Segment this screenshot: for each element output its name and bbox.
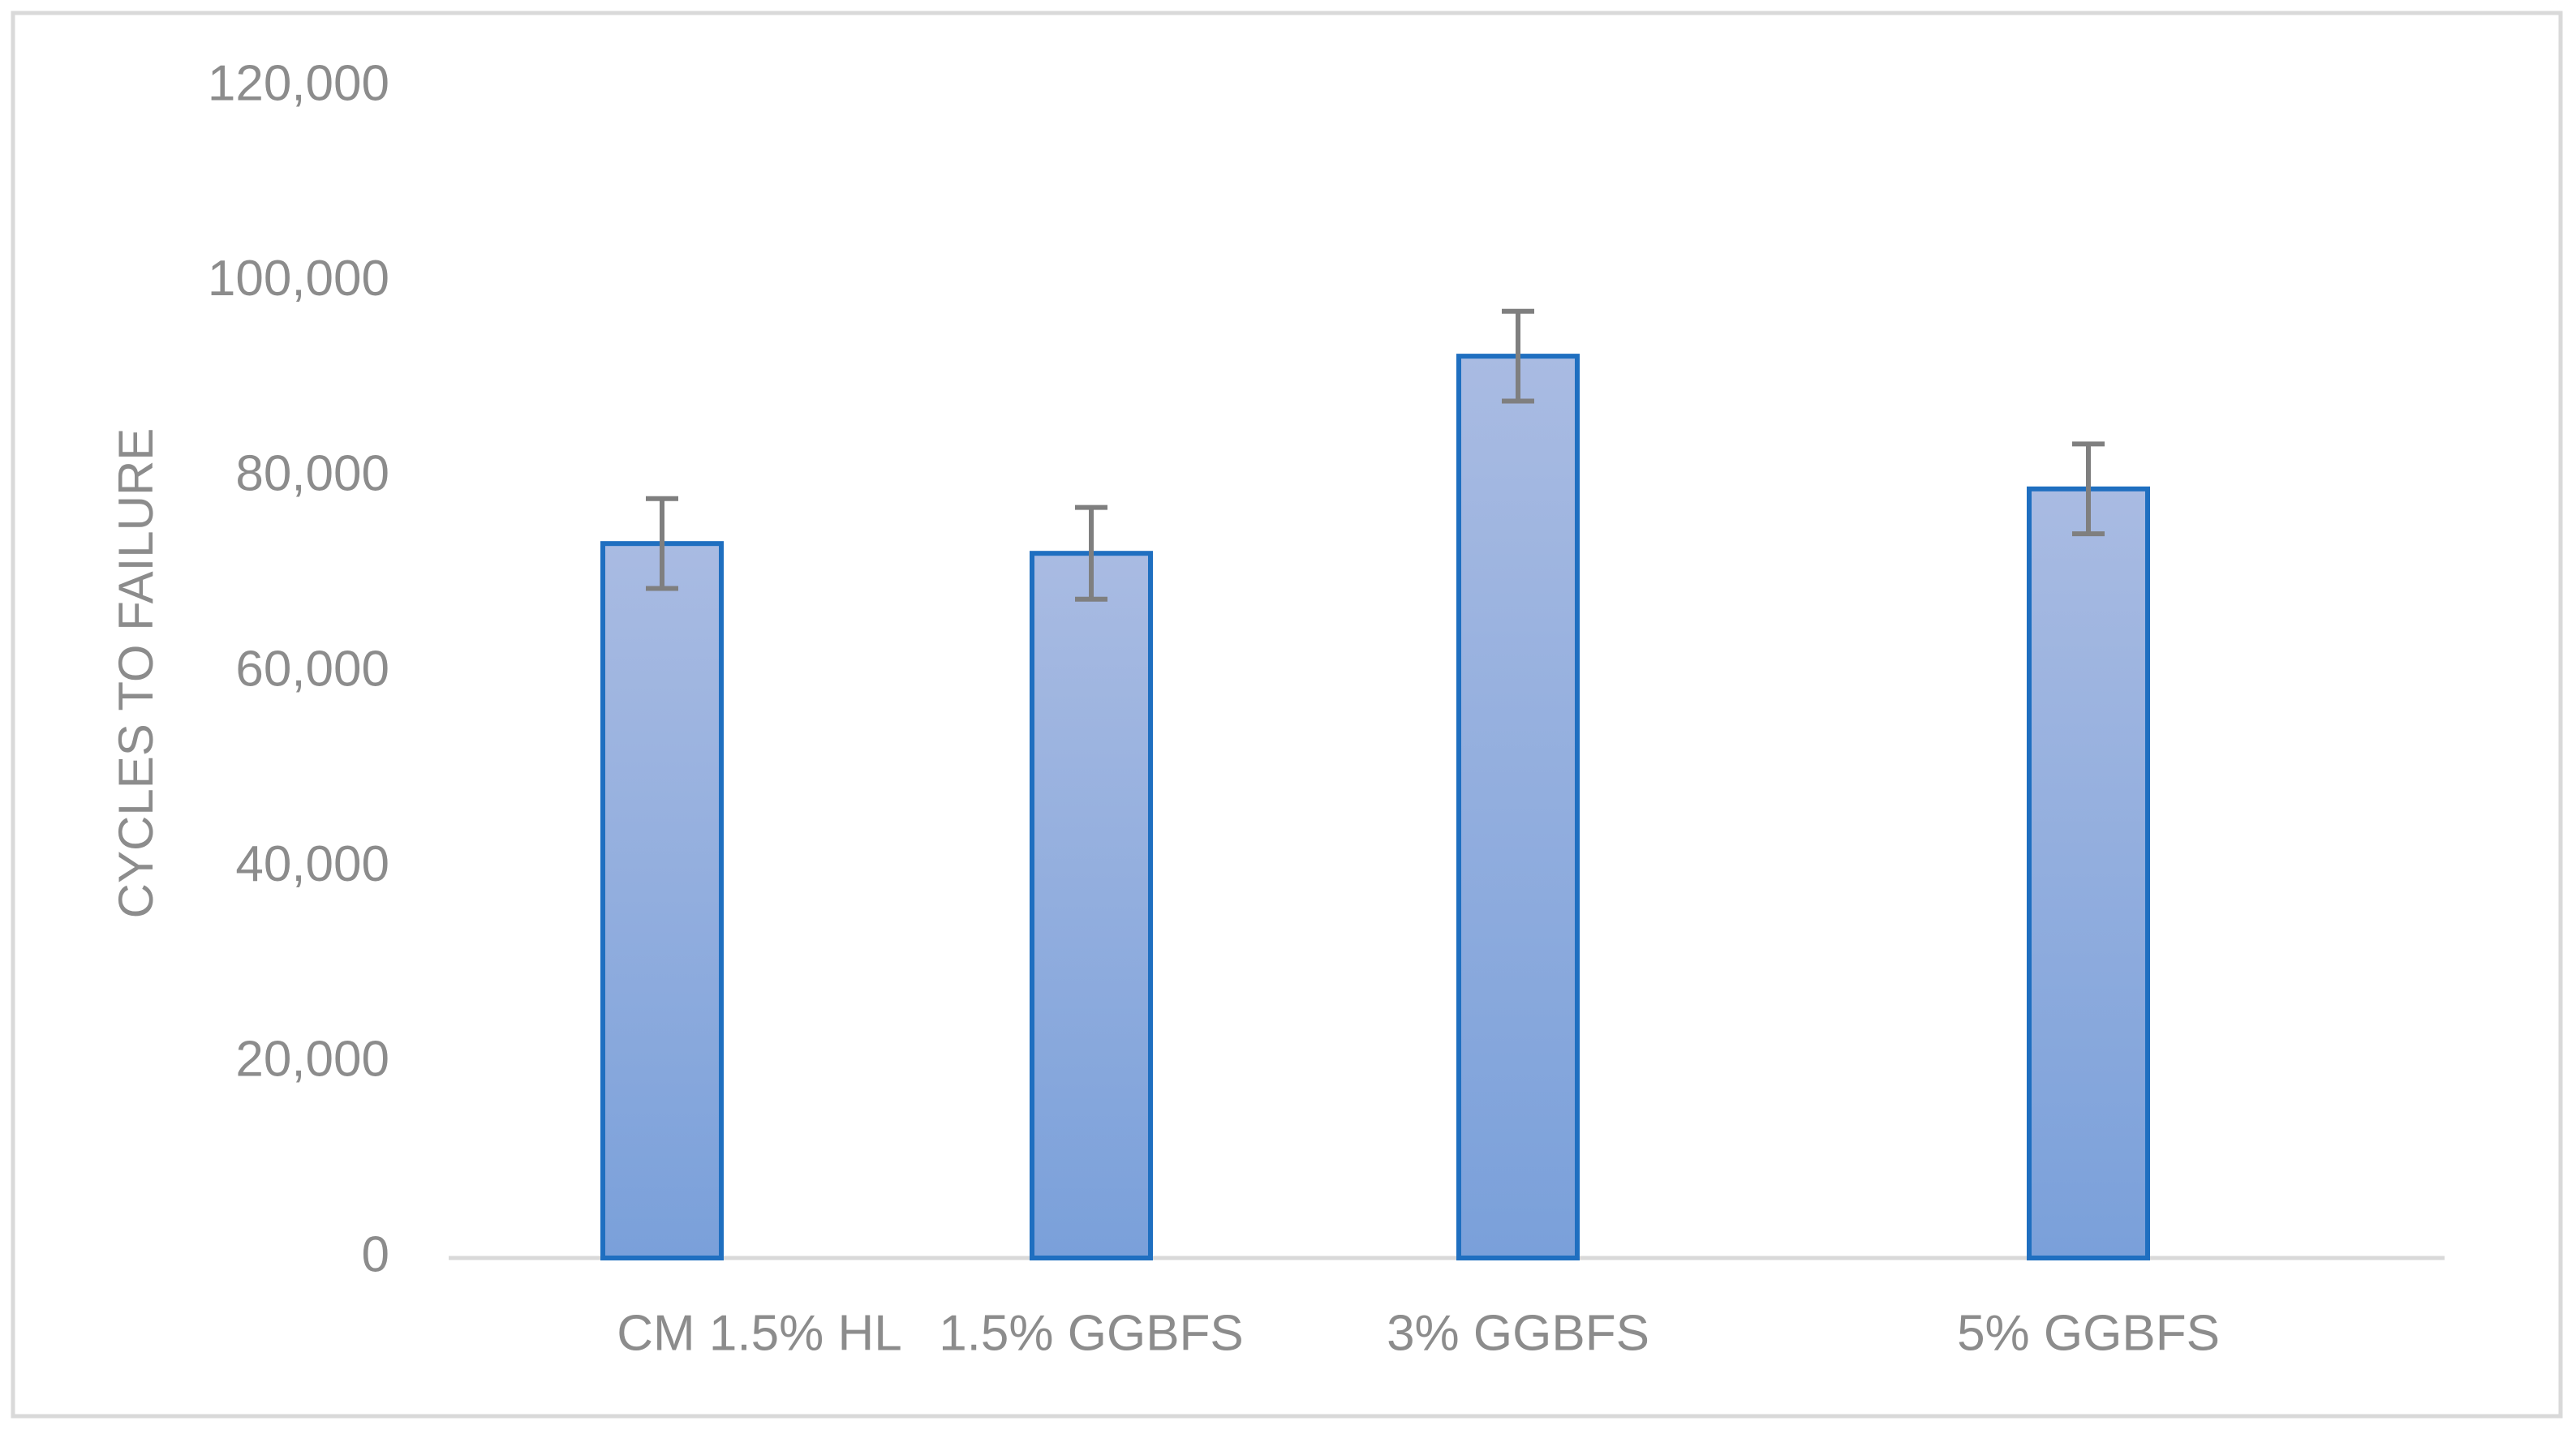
y-tick-label: 100,000 [208, 251, 389, 307]
y-tick-label: 80,000 [235, 446, 389, 502]
bar [600, 541, 724, 1260]
error-bar [1075, 504, 1107, 602]
error-bar [1502, 308, 1534, 404]
y-tick-label: 20,000 [235, 1032, 389, 1088]
y-tick-label: 40,000 [235, 836, 389, 892]
x-tick-label: 1.5% GGBFS [939, 1305, 1244, 1361]
y-tick-label: 60,000 [235, 641, 389, 697]
y-axis-title: CYCLES TO FAILURE [109, 428, 163, 919]
x-tick-label: 5% GGBFS [1957, 1305, 2220, 1361]
x-tick-label: CM 1.5% HL [617, 1305, 901, 1361]
bar [2027, 486, 2150, 1260]
x-tick-label: 3% GGBFS [1387, 1305, 1649, 1361]
y-tick-label: 120,000 [208, 55, 389, 111]
chart-frame [11, 11, 2563, 1419]
bar [1456, 354, 1580, 1260]
y-tick-label: 0 [362, 1226, 389, 1282]
error-bar [646, 496, 678, 591]
bar [1030, 551, 1153, 1260]
error-bar [2072, 441, 2105, 537]
